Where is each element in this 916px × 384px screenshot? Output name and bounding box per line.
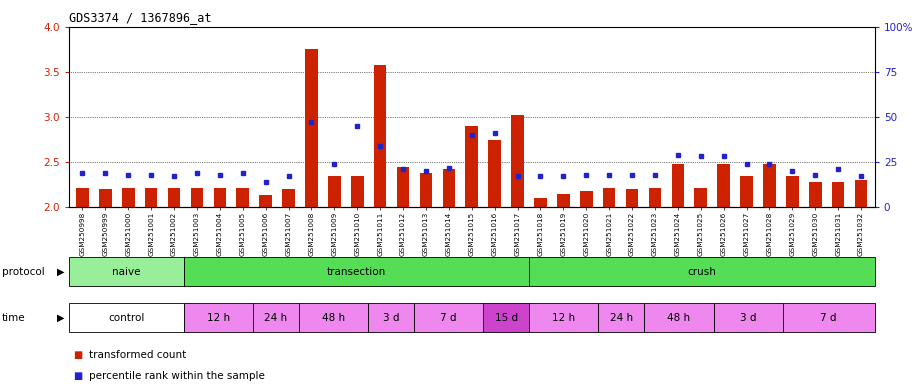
Text: 7 d: 7 d	[821, 313, 837, 323]
Bar	[76, 187, 89, 207]
Bar	[168, 187, 180, 207]
Text: 12 h: 12 h	[552, 313, 575, 323]
Bar	[122, 187, 135, 207]
Bar	[786, 176, 799, 207]
Bar	[191, 187, 203, 207]
Text: transformed count: transformed count	[89, 350, 186, 360]
Bar	[69, 303, 184, 332]
Bar	[351, 176, 364, 207]
Text: 7 d: 7 d	[441, 313, 457, 323]
Bar	[69, 257, 184, 286]
Bar	[442, 169, 455, 207]
Bar	[328, 176, 341, 207]
Bar	[694, 187, 707, 207]
Bar	[529, 303, 598, 332]
Bar	[557, 194, 570, 207]
Bar	[99, 189, 112, 207]
Bar	[717, 164, 730, 207]
Text: time: time	[2, 313, 26, 323]
Text: naive: naive	[112, 266, 140, 277]
Text: protocol: protocol	[2, 266, 45, 277]
Bar	[626, 189, 638, 207]
Bar	[832, 182, 845, 207]
Text: GDS3374 / 1367896_at: GDS3374 / 1367896_at	[69, 12, 212, 25]
Bar	[305, 50, 318, 207]
Text: ■: ■	[73, 350, 82, 360]
Bar	[184, 257, 529, 286]
Bar	[603, 187, 616, 207]
Bar	[282, 189, 295, 207]
Bar	[598, 303, 645, 332]
Bar	[259, 195, 272, 207]
Bar	[511, 115, 524, 207]
Text: 3 d: 3 d	[740, 313, 757, 323]
Text: 3 d: 3 d	[383, 313, 399, 323]
Bar	[414, 303, 484, 332]
Bar	[534, 198, 547, 207]
Text: percentile rank within the sample: percentile rank within the sample	[89, 371, 265, 381]
Bar	[488, 140, 501, 207]
Bar	[580, 191, 593, 207]
Bar	[299, 303, 368, 332]
Bar	[236, 187, 249, 207]
Bar	[184, 303, 253, 332]
Bar	[855, 180, 867, 207]
Bar	[374, 65, 387, 207]
Bar	[763, 164, 776, 207]
Bar	[397, 167, 409, 207]
Bar	[649, 187, 661, 207]
Bar	[809, 182, 822, 207]
Text: ■: ■	[73, 371, 82, 381]
Bar	[484, 303, 529, 332]
Bar	[368, 303, 414, 332]
Text: control: control	[108, 313, 145, 323]
Text: crush: crush	[688, 266, 716, 277]
Text: 48 h: 48 h	[322, 313, 345, 323]
Bar	[420, 173, 432, 207]
Text: 48 h: 48 h	[668, 313, 691, 323]
Bar	[145, 187, 158, 207]
Bar	[782, 303, 875, 332]
Bar	[253, 303, 299, 332]
Text: transection: transection	[327, 266, 387, 277]
Text: 24 h: 24 h	[610, 313, 633, 323]
Text: 12 h: 12 h	[207, 313, 230, 323]
Text: 15 d: 15 d	[495, 313, 518, 323]
Text: ▶: ▶	[57, 266, 64, 277]
Bar	[645, 303, 714, 332]
Bar	[740, 176, 753, 207]
Bar	[714, 303, 782, 332]
Text: 24 h: 24 h	[265, 313, 288, 323]
Text: ▶: ▶	[57, 313, 64, 323]
Bar	[529, 257, 875, 286]
Bar	[671, 164, 684, 207]
Bar	[465, 126, 478, 207]
Bar	[213, 187, 226, 207]
